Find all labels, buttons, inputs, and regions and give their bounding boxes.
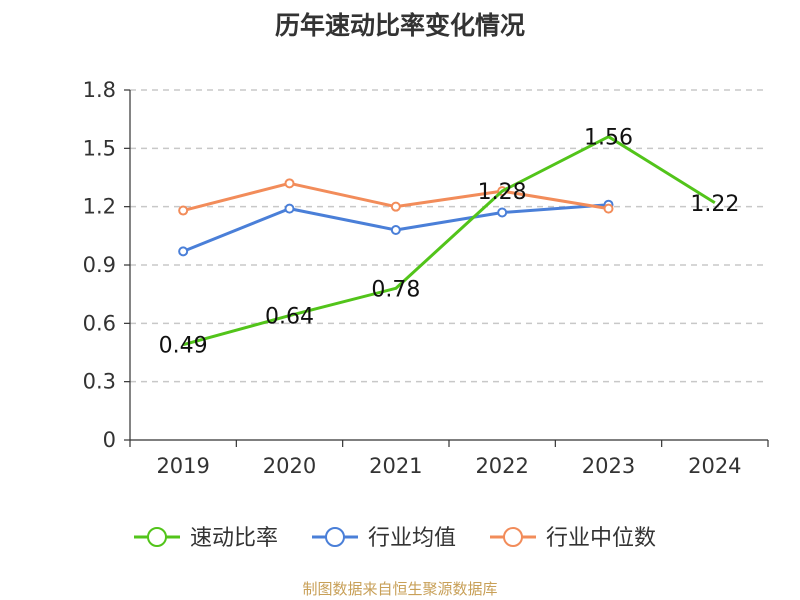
axes: 0 0.3 0.6 0.9 1.2 1.5 1.8 2019 2020 2021 2022 2023 2… [83,78,769,478]
legend-marker [503,527,523,547]
data-label: 1.56 [584,126,633,151]
legend-marker [325,527,345,547]
x-tick-label: 2023 [582,454,635,478]
data-point-marker [178,205,189,216]
data-label: 0.78 [371,277,420,302]
x-tick-label: 2021 [369,454,422,478]
y-tick-label: 0.6 [83,311,116,335]
y-tick-label: 0.3 [83,370,116,394]
gridlines [130,89,768,383]
series-line-1 [182,135,716,347]
series-lines [178,135,716,347]
x-tick-label: 2022 [475,454,528,478]
data-point-marker [284,203,295,214]
legend-label: 行业均值 [368,526,456,551]
data-label: 1.28 [478,180,527,205]
data-label: 0.49 [159,334,208,359]
legend: 速动比率 行业均值 行业中位数 [134,526,656,551]
legend-label: 行业中位数 [546,526,656,551]
y-tick-label: 1.8 [83,78,116,102]
data-point-marker [603,203,614,214]
y-tick-label: 1.5 [83,136,116,160]
data-point-marker [390,225,401,235]
data-point-marker [284,178,295,189]
data-label: 1.22 [690,192,739,217]
data-source-note: 制图数据来自恒生聚源数据库 [302,580,498,598]
x-tick-label: 2019 [156,454,209,478]
data-labels: 0.49 0.64 0.78 1.28 1.56 1.22 [159,126,740,359]
data-point-marker [178,246,189,257]
data-label: 0.64 [265,305,314,330]
data-point-marker [497,207,508,218]
legend-label: 速动比率 [190,526,278,551]
data-point-marker [390,201,401,212]
x-tick-label: 2020 [263,454,316,478]
y-tick-label: 1.2 [83,195,116,219]
chart-title: 历年速动比率变化情况 [274,11,525,40]
legend-marker [147,527,167,547]
y-tick-label: 0.9 [83,253,116,277]
y-tick-label: 0 [103,428,116,452]
x-tick-label: 2024 [688,454,741,478]
